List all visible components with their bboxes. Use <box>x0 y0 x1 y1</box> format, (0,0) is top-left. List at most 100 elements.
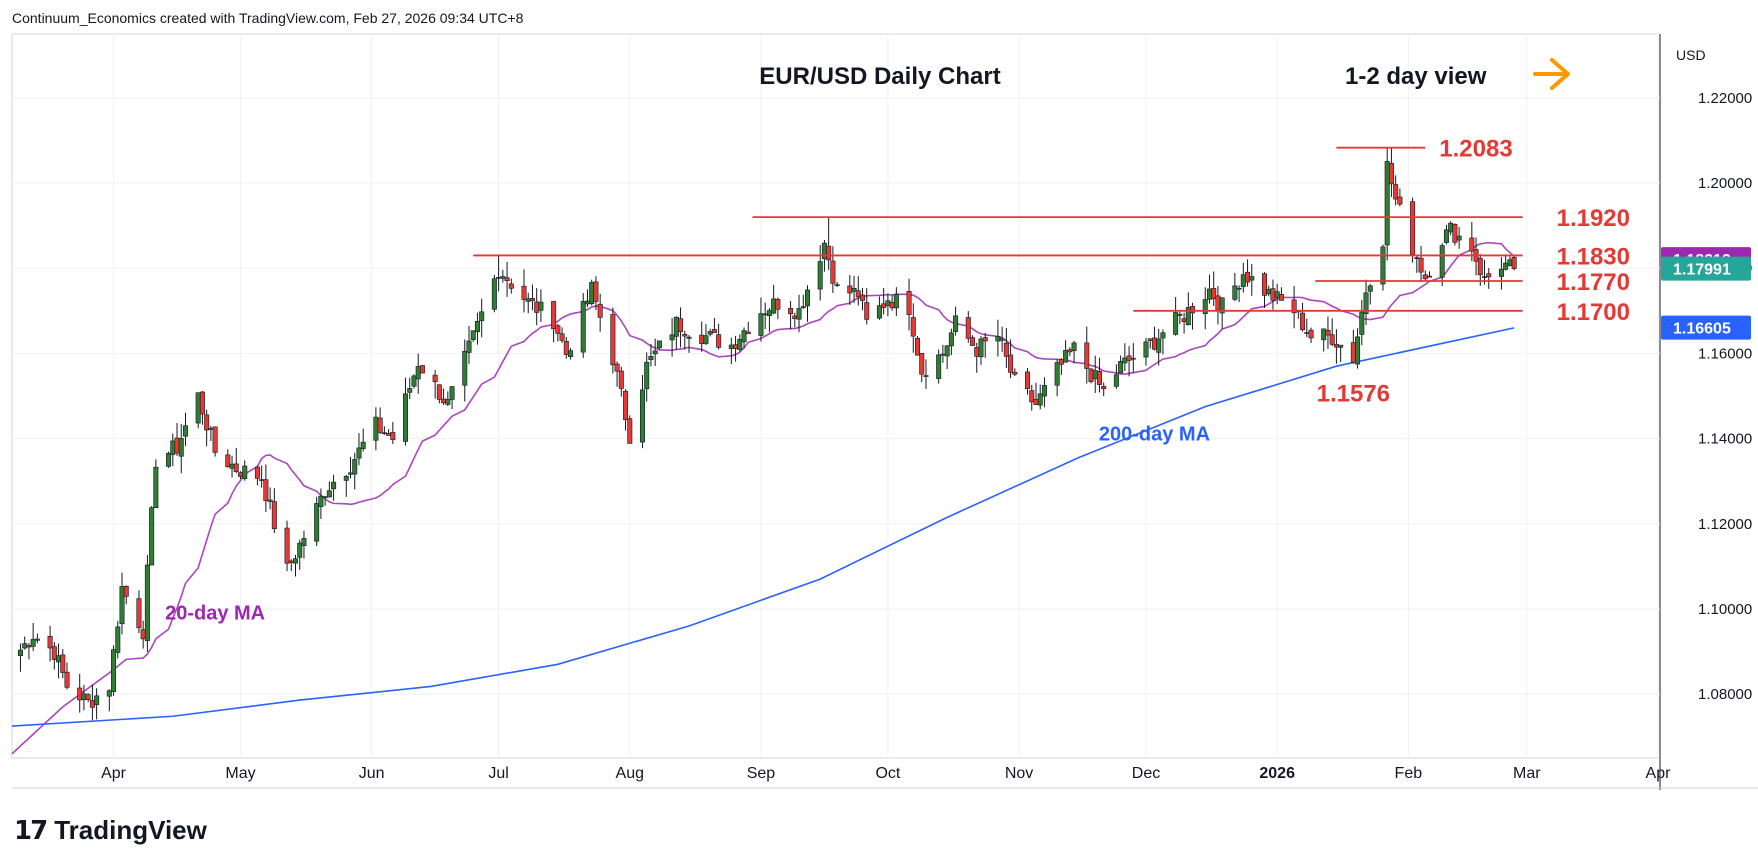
candle-down <box>1278 294 1284 301</box>
candle-down <box>1067 349 1073 353</box>
candle-up <box>1380 246 1386 285</box>
candle-down <box>419 365 425 374</box>
candle-up <box>1240 274 1246 287</box>
candle-down <box>1025 371 1031 389</box>
candle-down <box>271 501 277 530</box>
candle-up <box>1498 268 1504 277</box>
y-tick-label: 1.10000 <box>1698 601 1752 618</box>
candle-up <box>1359 311 1365 335</box>
candle-up <box>1439 245 1445 278</box>
candle-down <box>288 560 294 563</box>
candle-down <box>204 414 210 431</box>
candle-down <box>1452 224 1458 243</box>
candle-down <box>1126 355 1132 361</box>
candle-down <box>64 671 70 688</box>
candle-down <box>982 337 988 342</box>
x-tick-label: Jul <box>488 765 508 782</box>
candle-up <box>119 586 125 625</box>
candle-down <box>1410 201 1416 255</box>
candle-up <box>144 564 150 641</box>
candle-up <box>648 356 654 360</box>
candle-down <box>1325 329 1331 336</box>
candle-up <box>821 242 827 260</box>
candle-up <box>584 300 590 305</box>
candle-up <box>525 298 531 302</box>
candle-down <box>775 299 781 310</box>
candle-down <box>627 418 633 444</box>
x-tick-label: Mar <box>1513 765 1541 782</box>
candle-up <box>885 300 891 306</box>
candle-up <box>1160 332 1166 339</box>
candle-up <box>449 386 455 400</box>
candle-up <box>322 496 328 498</box>
candle-down <box>432 374 438 382</box>
candle-down <box>974 347 980 357</box>
candle-up <box>1143 341 1149 358</box>
candle-down <box>551 301 557 330</box>
candle-down <box>1291 299 1297 314</box>
candle-up <box>479 311 485 322</box>
candle-up <box>1071 342 1077 351</box>
level-label: 1.2083 <box>1439 136 1512 163</box>
candle-up <box>1063 350 1069 363</box>
tradingview-logo[interactable]: 17 TradingView <box>14 815 207 846</box>
candle-down <box>504 277 510 282</box>
candle-up <box>669 334 675 341</box>
candle-up <box>1156 338 1162 353</box>
candle-up <box>817 261 823 290</box>
candle-up <box>115 626 121 653</box>
candle-down <box>1393 184 1399 200</box>
candle-up <box>978 338 984 358</box>
candle-down <box>508 283 514 289</box>
candle-up <box>474 320 480 333</box>
candle-down <box>970 337 976 346</box>
candle-down <box>1469 237 1475 252</box>
candle-down <box>85 694 91 700</box>
candle-up <box>343 475 349 481</box>
candle-down <box>1308 329 1314 339</box>
candle-up <box>944 345 950 357</box>
candle-down <box>284 527 290 564</box>
chart-title: EUR/USD Daily Chart <box>759 63 1000 90</box>
y-tick-label: 1.12000 <box>1698 516 1752 533</box>
currency-label: USD <box>1676 47 1706 63</box>
candle-down <box>614 363 620 372</box>
candle-down <box>1003 342 1009 357</box>
candle-down <box>915 337 921 356</box>
candle-up <box>293 558 299 564</box>
candle-up <box>178 438 184 457</box>
candle-up <box>360 441 366 449</box>
candle-down <box>1096 370 1102 385</box>
candle-up <box>403 393 409 442</box>
candle-down <box>1486 273 1492 278</box>
y-tick-label: 1.22000 <box>1698 90 1752 107</box>
candle-down <box>618 370 624 389</box>
candle-up <box>149 507 155 566</box>
candle-down <box>1008 354 1014 373</box>
candle-down <box>123 585 129 597</box>
candle-up <box>1338 344 1344 348</box>
candle-up <box>1113 374 1119 387</box>
candle-up <box>1249 276 1255 281</box>
candle-up <box>673 316 679 337</box>
candle-up <box>462 350 468 386</box>
x-tick-label: Apr <box>1646 765 1672 782</box>
candle-down <box>1101 386 1107 390</box>
candle-down <box>745 331 751 335</box>
candle-down <box>1418 257 1424 273</box>
candle-down <box>1350 342 1356 363</box>
candle-down <box>1245 271 1251 283</box>
level-label: 1.1830 <box>1557 243 1630 270</box>
candle-up <box>1363 292 1369 315</box>
candle-down <box>1422 274 1428 280</box>
candle-up <box>568 350 574 357</box>
x-tick-label: Dec <box>1132 765 1160 782</box>
candle-down <box>610 314 616 366</box>
candle-down <box>225 454 231 468</box>
candle-up <box>1041 385 1047 397</box>
candle-down <box>593 281 599 302</box>
candle-down <box>51 646 57 660</box>
candle-down <box>529 298 535 301</box>
candle-down <box>847 285 853 294</box>
